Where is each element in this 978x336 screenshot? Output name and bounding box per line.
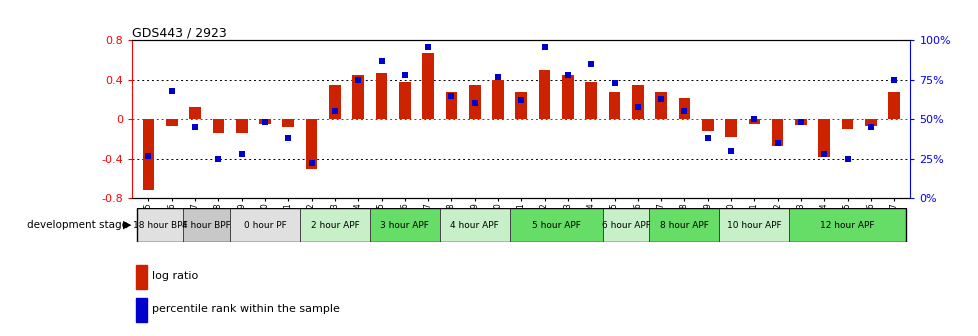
Text: 8 hour APF: 8 hour APF bbox=[659, 221, 708, 229]
Bar bbox=[818, 119, 829, 157]
Bar bbox=[212, 119, 224, 133]
Bar bbox=[608, 92, 620, 119]
FancyBboxPatch shape bbox=[137, 208, 183, 242]
Bar bbox=[445, 92, 457, 119]
Bar bbox=[654, 92, 666, 119]
Bar bbox=[865, 119, 875, 126]
Text: percentile rank within the sample: percentile rank within the sample bbox=[153, 304, 340, 314]
Bar bbox=[399, 82, 410, 119]
Text: 0 hour PF: 0 hour PF bbox=[244, 221, 287, 229]
FancyBboxPatch shape bbox=[183, 208, 230, 242]
Text: 18 hour BPF: 18 hour BPF bbox=[133, 221, 187, 229]
FancyBboxPatch shape bbox=[230, 208, 299, 242]
Text: 4 hour APF: 4 hour APF bbox=[450, 221, 499, 229]
Bar bbox=[422, 53, 433, 119]
Text: development stage: development stage bbox=[26, 220, 127, 230]
Text: 2 hour APF: 2 hour APF bbox=[310, 221, 359, 229]
Bar bbox=[136, 298, 147, 322]
Bar bbox=[887, 92, 899, 119]
FancyBboxPatch shape bbox=[299, 208, 370, 242]
FancyBboxPatch shape bbox=[719, 208, 788, 242]
Bar bbox=[143, 119, 155, 190]
Bar bbox=[189, 108, 200, 119]
FancyBboxPatch shape bbox=[439, 208, 510, 242]
Bar bbox=[585, 82, 597, 119]
Bar bbox=[725, 119, 736, 137]
Text: log ratio: log ratio bbox=[153, 271, 199, 281]
Bar bbox=[329, 85, 340, 119]
Bar bbox=[515, 92, 526, 119]
Text: ▶: ▶ bbox=[123, 220, 132, 230]
Bar bbox=[166, 119, 177, 126]
Text: GDS443 / 2923: GDS443 / 2923 bbox=[132, 26, 227, 39]
Bar bbox=[701, 119, 713, 131]
Text: 4 hour BPF: 4 hour BPF bbox=[182, 221, 231, 229]
FancyBboxPatch shape bbox=[788, 208, 905, 242]
Bar bbox=[376, 73, 387, 119]
Bar bbox=[678, 97, 689, 119]
Text: 12 hour APF: 12 hour APF bbox=[820, 221, 874, 229]
Bar bbox=[283, 119, 293, 127]
Bar bbox=[538, 70, 550, 119]
FancyBboxPatch shape bbox=[602, 208, 648, 242]
Bar bbox=[841, 119, 853, 129]
Bar bbox=[136, 265, 147, 289]
Bar bbox=[632, 85, 643, 119]
FancyBboxPatch shape bbox=[370, 208, 439, 242]
Bar bbox=[259, 119, 271, 124]
Bar bbox=[236, 119, 247, 133]
Text: 5 hour APF: 5 hour APF bbox=[531, 221, 580, 229]
Bar bbox=[771, 119, 782, 146]
FancyBboxPatch shape bbox=[510, 208, 602, 242]
Bar bbox=[352, 75, 364, 119]
Bar bbox=[492, 80, 504, 119]
Bar bbox=[468, 85, 480, 119]
Text: 10 hour APF: 10 hour APF bbox=[727, 221, 780, 229]
Text: 6 hour APF: 6 hour APF bbox=[601, 221, 650, 229]
Text: 3 hour APF: 3 hour APF bbox=[380, 221, 428, 229]
FancyBboxPatch shape bbox=[648, 208, 719, 242]
Bar bbox=[561, 75, 573, 119]
Bar bbox=[794, 119, 806, 125]
Bar bbox=[305, 119, 317, 169]
Bar bbox=[748, 119, 759, 124]
